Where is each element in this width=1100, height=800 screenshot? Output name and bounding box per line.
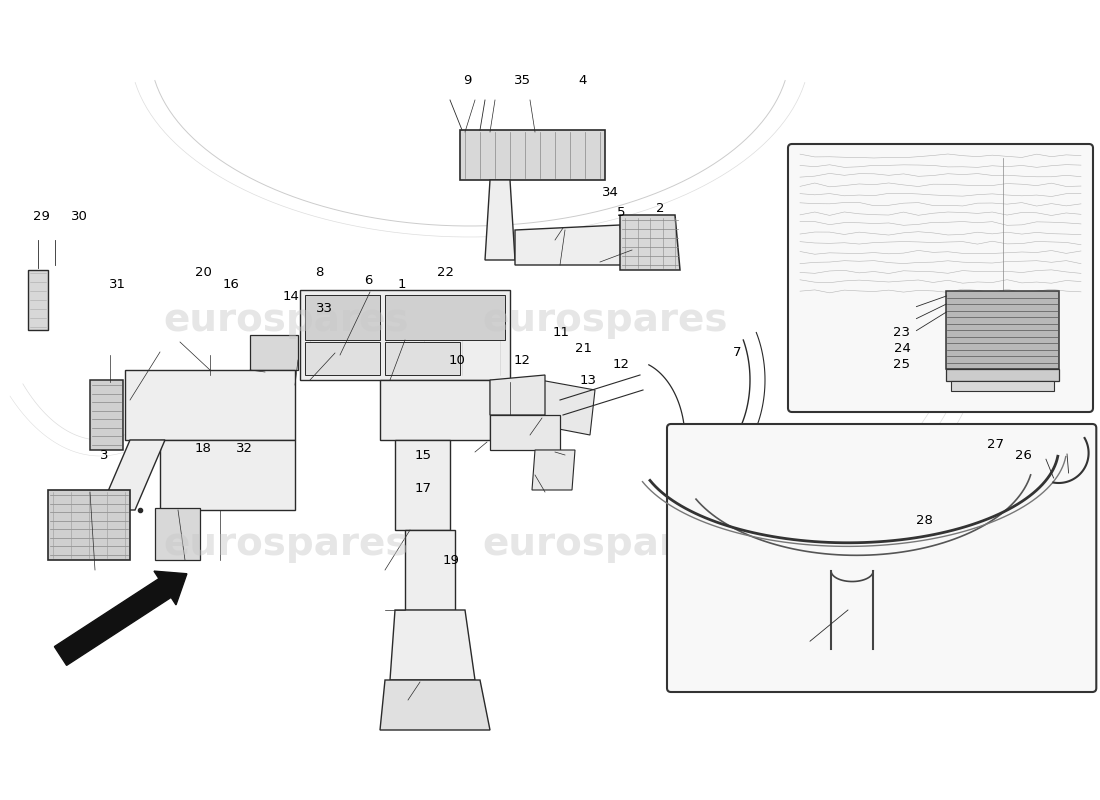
Text: 3: 3 [100,450,109,462]
Polygon shape [100,440,165,510]
Text: 7: 7 [733,346,741,358]
Text: 18: 18 [195,442,212,454]
FancyBboxPatch shape [788,144,1093,412]
Polygon shape [305,342,380,375]
Text: eurospares: eurospares [163,525,409,563]
Polygon shape [538,380,595,435]
Text: 35: 35 [514,74,531,86]
Text: 22: 22 [437,266,454,278]
Polygon shape [620,215,680,270]
Polygon shape [160,440,295,510]
Text: eurospares: eurospares [163,301,409,339]
Polygon shape [48,490,130,560]
Text: 19: 19 [442,554,460,566]
Text: 32: 32 [235,442,253,454]
Polygon shape [515,225,625,265]
Polygon shape [305,295,380,340]
Text: 15: 15 [415,450,432,462]
Text: 25: 25 [893,358,911,370]
Polygon shape [485,180,515,260]
Text: 1: 1 [397,278,406,290]
Text: 4: 4 [579,74,587,86]
Text: 23: 23 [893,326,911,338]
Text: 26: 26 [1014,450,1032,462]
Polygon shape [250,335,298,370]
Text: 31: 31 [109,278,126,290]
Text: 30: 30 [70,210,88,222]
Text: 10: 10 [448,354,465,366]
Polygon shape [405,530,455,610]
Polygon shape [28,270,48,330]
Polygon shape [90,380,123,450]
Text: 28: 28 [915,514,933,526]
Text: 13: 13 [580,374,597,386]
Text: 9: 9 [463,74,472,86]
Text: 16: 16 [222,278,240,290]
Text: 14: 14 [283,290,300,302]
Polygon shape [300,290,510,380]
Polygon shape [385,295,505,340]
Text: 6: 6 [364,274,373,286]
Text: eurospares: eurospares [482,525,728,563]
Text: 12: 12 [613,358,630,370]
Polygon shape [385,342,460,375]
Polygon shape [395,440,450,530]
Polygon shape [946,369,1059,381]
Text: 34: 34 [602,186,619,198]
Polygon shape [532,450,575,490]
Text: 33: 33 [316,302,333,314]
Polygon shape [946,291,1059,369]
Text: 5: 5 [617,206,626,218]
Polygon shape [390,610,475,680]
Text: 20: 20 [195,266,212,278]
Text: 2: 2 [656,202,664,214]
Text: 27: 27 [987,438,1004,450]
Text: 29: 29 [33,210,51,222]
Polygon shape [460,130,605,180]
Text: 24: 24 [893,342,911,354]
Polygon shape [125,370,295,440]
Text: 21: 21 [574,342,592,354]
Text: eurospares: eurospares [482,301,728,339]
Text: 11: 11 [552,326,570,338]
FancyArrow shape [54,571,187,666]
Text: 8: 8 [315,266,323,278]
Polygon shape [490,375,544,415]
Polygon shape [379,680,490,730]
Polygon shape [490,415,560,450]
Polygon shape [952,381,1054,391]
Text: 12: 12 [514,354,531,366]
Polygon shape [379,380,490,440]
Polygon shape [155,508,200,560]
FancyBboxPatch shape [667,424,1097,692]
Text: 17: 17 [415,482,432,494]
